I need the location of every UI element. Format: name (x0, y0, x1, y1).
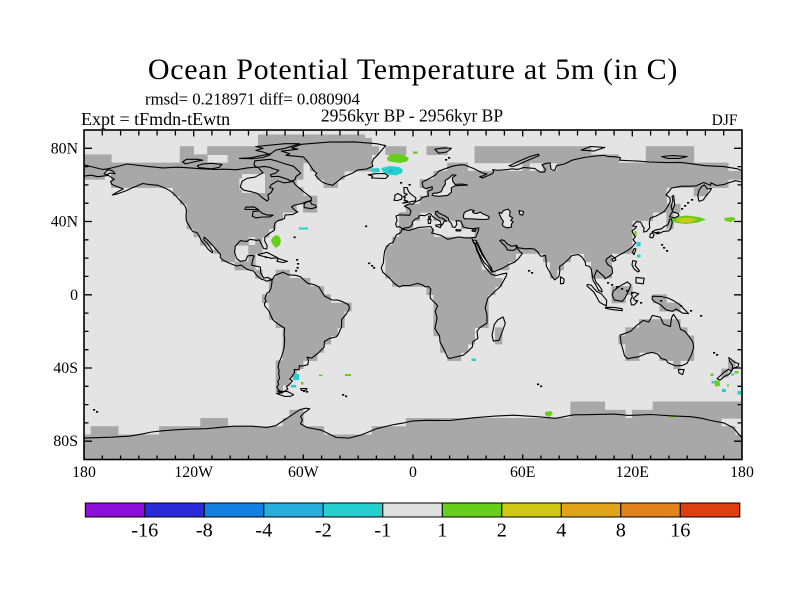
svg-text:0: 0 (409, 464, 417, 481)
svg-text:4: 4 (556, 520, 566, 542)
svg-text:0: 0 (70, 287, 78, 304)
svg-text:2: 2 (497, 520, 507, 542)
svg-text:180: 180 (730, 464, 754, 481)
svg-text:80N: 80N (51, 140, 79, 157)
svg-text:8: 8 (616, 520, 626, 542)
svg-text:Expt = tFmdn-tEwtn: Expt = tFmdn-tEwtn (81, 109, 230, 129)
svg-text:-1: -1 (374, 520, 391, 542)
svg-text:-16: -16 (131, 520, 158, 542)
svg-text:2956kyr BP - 2956kyr BP: 2956kyr BP - 2956kyr BP (321, 106, 503, 126)
svg-text:80S: 80S (53, 433, 78, 450)
svg-text:60E: 60E (510, 464, 535, 481)
svg-text:1: 1 (437, 520, 447, 542)
svg-text:-8: -8 (196, 520, 213, 542)
svg-text:rmsd= 0.218971 diff= 0.080904: rmsd= 0.218971 diff= 0.080904 (145, 90, 360, 109)
svg-text:60W: 60W (288, 464, 319, 481)
svg-text:-2: -2 (315, 520, 332, 542)
svg-text:Ocean Potential Temperature at: Ocean Potential Temperature at 5m (in C) (148, 53, 678, 86)
svg-text:40N: 40N (51, 214, 79, 231)
svg-text:40S: 40S (53, 360, 78, 377)
svg-text:16: 16 (670, 520, 690, 542)
svg-text:180: 180 (72, 464, 96, 481)
svg-text:120E: 120E (616, 464, 649, 481)
svg-text:120W: 120W (174, 464, 213, 481)
svg-text:DJF: DJF (712, 112, 738, 129)
svg-text:-4: -4 (255, 520, 272, 542)
